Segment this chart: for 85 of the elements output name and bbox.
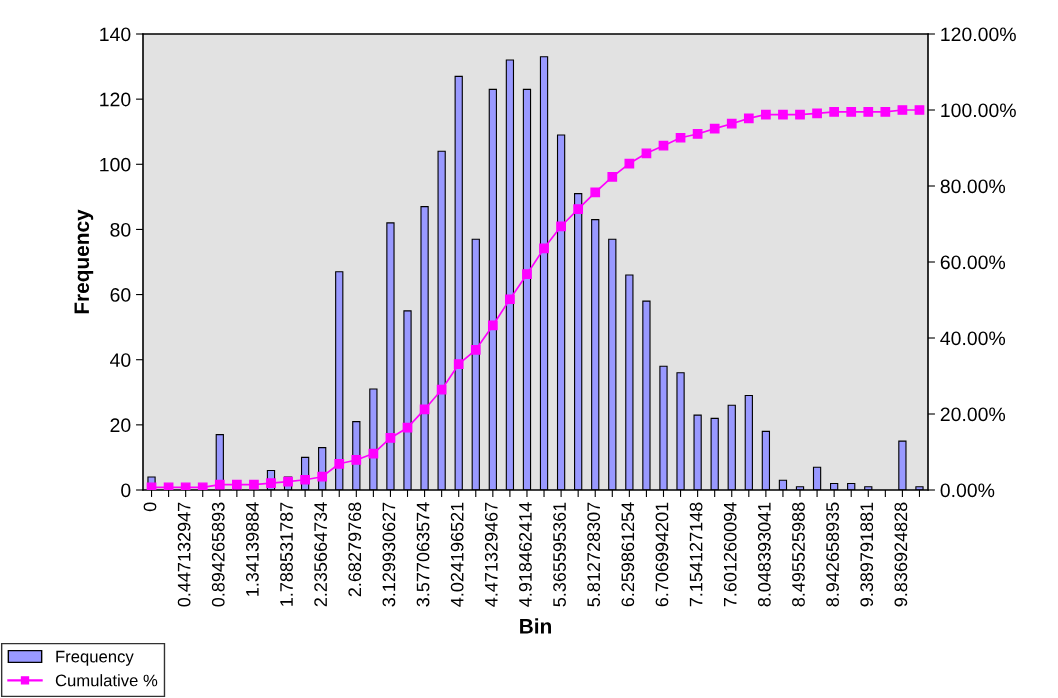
y2-tick-label: 40.00% <box>940 331 1006 346</box>
x-tick-label: 9.389791881 <box>860 502 874 607</box>
y-tick-label: 40 <box>110 353 131 367</box>
point <box>317 471 328 482</box>
y-axis-title: Frequency <box>74 209 94 314</box>
point <box>146 482 157 490</box>
y2-tick-label: 100.00% <box>941 103 1016 118</box>
point <box>795 109 805 120</box>
x-tick-label: 8.942658935 <box>826 502 839 607</box>
legend-label: Frequency <box>56 650 134 666</box>
x-tick-label: 3.129930627 <box>382 502 396 607</box>
point <box>266 478 276 489</box>
x-tick-label: 4.024196521 <box>450 502 464 607</box>
point <box>880 107 891 117</box>
point <box>778 109 788 120</box>
point <box>573 204 584 215</box>
point <box>180 482 191 490</box>
y2-tick-label: 20.00% <box>940 407 1006 422</box>
x-tick-label: 2.68279768 <box>348 502 362 597</box>
y2-tick-label: 80.00% <box>940 179 1006 194</box>
x-tick-label: 0.894265893 <box>211 502 225 607</box>
x-tick-label: 1.788531787 <box>280 502 293 606</box>
x-tick-label: 5.365595361 <box>553 502 566 607</box>
point <box>249 479 259 490</box>
x-tick-label: 8.495525988 <box>792 502 805 607</box>
point <box>641 148 652 159</box>
point <box>453 359 464 370</box>
point <box>505 294 515 305</box>
x-tick-label: 3.577063574 <box>416 502 430 607</box>
y-tick-label: 0 <box>121 483 131 498</box>
y-tick-label: 140 <box>100 27 131 42</box>
x-tick-label: 2.235664734 <box>314 502 328 607</box>
point <box>334 458 345 469</box>
legend-label: Cumulative % <box>55 674 158 687</box>
point <box>197 482 208 490</box>
x-tick-label: 7.154127148 <box>689 502 703 607</box>
point <box>214 479 225 490</box>
y-tick-label: 120 <box>100 92 131 107</box>
point <box>539 243 549 254</box>
x-tick-label: 9.836924828 <box>894 502 908 607</box>
point <box>556 221 566 232</box>
x-tick-label: 0.447132947 <box>177 502 191 607</box>
point <box>300 474 310 485</box>
x-tick-label: 0 <box>143 502 157 512</box>
point <box>914 105 925 115</box>
point <box>761 109 771 120</box>
point <box>812 108 822 119</box>
point <box>863 107 874 117</box>
y2-tick-label: 0.00% <box>940 483 995 498</box>
x-tick-label: 5.812728307 <box>587 502 601 607</box>
point <box>436 384 447 395</box>
point <box>487 320 498 331</box>
x-tick-label: 1.34139884 <box>245 502 259 596</box>
point <box>590 187 601 198</box>
point <box>351 455 362 465</box>
point <box>522 269 532 280</box>
point <box>846 107 857 117</box>
y2-tick-label: 60.00% <box>940 255 1006 270</box>
point <box>163 482 174 490</box>
x-tick-label: 4.918462414 <box>519 502 532 607</box>
point <box>743 113 754 124</box>
x-tick-label: 7.601260094 <box>723 502 737 607</box>
x-tick-label: 6.259861254 <box>621 502 635 607</box>
point <box>726 118 737 129</box>
y2-tick-label: 120.00% <box>941 27 1016 42</box>
point <box>470 344 481 355</box>
y-tick-label: 20 <box>110 418 131 433</box>
point <box>624 158 635 169</box>
point <box>402 422 413 433</box>
x-tick-label: 6.706994201 <box>655 502 669 607</box>
x-tick-label: 8.048393041 <box>757 502 771 607</box>
y-tick-label: 60 <box>110 288 131 302</box>
point <box>607 172 618 182</box>
point <box>709 123 720 134</box>
point <box>385 433 396 443</box>
point <box>897 105 908 115</box>
point <box>692 129 703 139</box>
point <box>829 107 840 117</box>
y-tick-label: 100 <box>100 157 131 172</box>
x-tick-label: 4.471329467 <box>484 502 498 607</box>
y-tick-label: 80 <box>110 222 131 237</box>
x-axis-title: Bin <box>520 618 551 634</box>
point <box>675 132 686 143</box>
point <box>658 140 669 151</box>
point <box>231 479 242 490</box>
